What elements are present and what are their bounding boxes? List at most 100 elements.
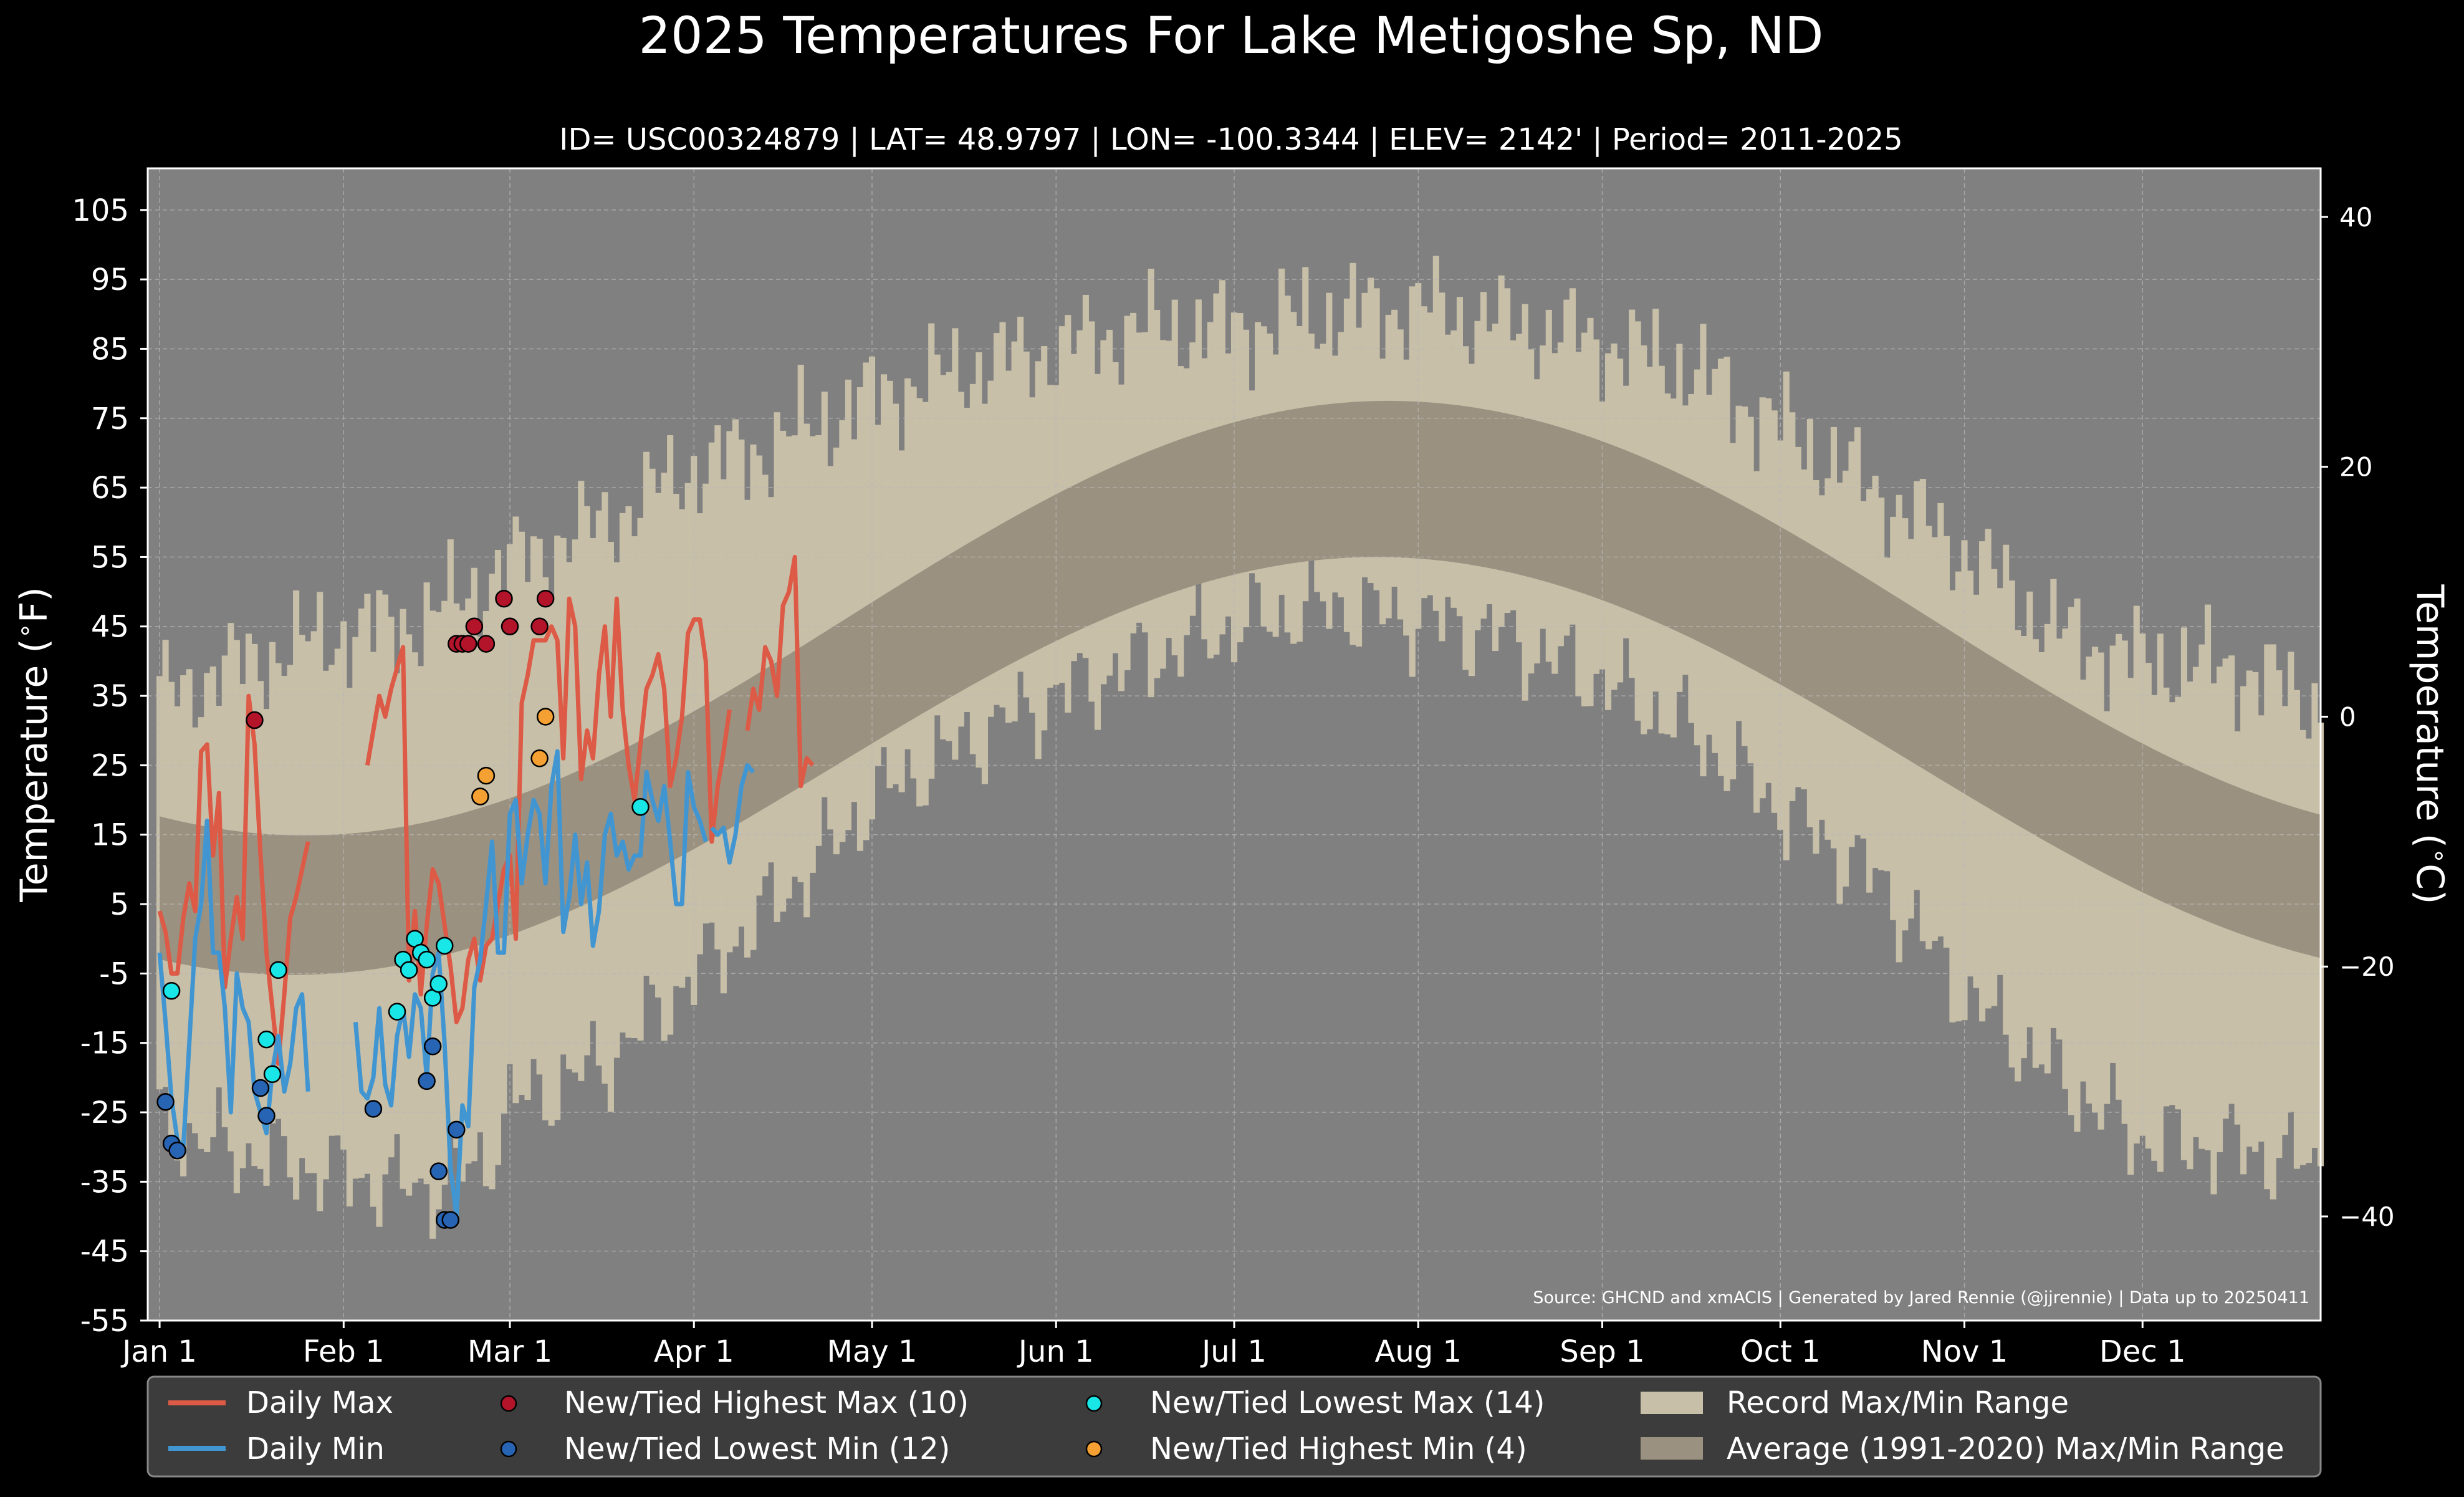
y2-tick-label: 40	[2339, 202, 2372, 233]
lowest-min-marker	[168, 1142, 186, 1160]
y-tick-label: -45	[80, 1235, 129, 1269]
lowest-min-marker	[429, 1162, 448, 1180]
y-tick-label: -5	[99, 956, 129, 991]
lowest-max-marker	[435, 936, 454, 955]
y-tick-label: 105	[72, 193, 129, 228]
y-tick-label: 95	[91, 262, 129, 297]
record-range-bar	[999, 322, 1006, 708]
record-range-bar	[845, 379, 851, 830]
lowest-max-marker	[418, 950, 436, 969]
record-range-bar	[738, 439, 745, 927]
x-tick-label: Sep 1	[1560, 1334, 1644, 1369]
record-range-bar	[934, 354, 941, 716]
record-range-bar	[714, 425, 721, 950]
y2-tick-label: −40	[2339, 1201, 2395, 1232]
record-range-bar	[1955, 571, 1962, 1022]
y-tick-label: 35	[91, 679, 129, 714]
record-range-bar	[2032, 639, 2039, 1068]
y-tick-label: -55	[80, 1304, 129, 1339]
y-tick-label: -35	[80, 1165, 129, 1200]
record-range-bar	[993, 333, 1000, 705]
record-range-bar	[2074, 598, 2081, 1132]
x-tick-label: Oct 1	[1740, 1334, 1821, 1369]
y2-tick-label: −20	[2339, 951, 2395, 982]
y-tick-label: 85	[91, 332, 129, 367]
y-axis-label-left: Temperature (∘F)	[11, 587, 56, 903]
highest-max-marker	[495, 589, 513, 608]
record-range-bar	[821, 392, 828, 797]
record-range-bar	[2015, 630, 2021, 1082]
record-range-bar	[880, 374, 888, 748]
highest-max-marker	[465, 617, 484, 635]
record-range-bar	[2044, 623, 2051, 1074]
highest-min-marker	[477, 766, 496, 785]
record-range-bar	[708, 442, 715, 923]
record-range-bar	[2038, 652, 2045, 1065]
x-tick-label: Feb 1	[303, 1334, 385, 1369]
lowest-min-marker	[448, 1120, 466, 1139]
record-range-bar	[2104, 711, 2111, 1104]
daily-min-lines	[157, 749, 755, 1219]
record-range-bar	[797, 365, 804, 883]
y-tick-label: 25	[91, 748, 129, 783]
legend-average-range-label: Average (1991-2020) Max/Min Range	[1727, 1432, 2284, 1466]
record-range-bar	[1949, 590, 1956, 1023]
y-tick-label: 15	[91, 818, 129, 853]
legend-lowest-max-marker	[1085, 1395, 1103, 1412]
chart-title: 2025 Temperatures For Lake Metigoshe Sp,…	[639, 7, 1824, 65]
record-range-bar	[732, 419, 739, 946]
record-event-markers	[156, 589, 650, 1229]
highest-min-marker	[536, 708, 555, 726]
y-tick-label: 5	[110, 887, 129, 922]
highest-min-marker	[471, 787, 489, 806]
record-range-bar	[2020, 636, 2027, 1059]
chart-subtitle: ID= USC00324879 | LAT= 48.9797 | LON= -1…	[559, 122, 1902, 157]
highest-max-marker	[530, 617, 549, 635]
legend-box	[146, 1375, 2322, 1478]
y-axis-label-left-unit: F)	[12, 587, 56, 623]
grid-lines	[148, 168, 2321, 1321]
y-axis-label-right-text: Temperature (	[2408, 584, 2452, 849]
daily-min-line	[353, 749, 708, 1219]
lowest-min-marker	[418, 1072, 436, 1090]
record-range-bar	[2145, 663, 2152, 1149]
record-range-bar	[649, 468, 656, 985]
y-tick-label: 45	[91, 610, 129, 645]
record-range-bar	[875, 425, 881, 766]
record-range-bar	[2086, 657, 2092, 1104]
highest-max-marker	[477, 635, 496, 653]
lowest-min-marker	[156, 1093, 175, 1111]
record-range-bar	[2079, 680, 2087, 1082]
record-range-bar	[643, 451, 650, 976]
record-range-bar	[2210, 683, 2217, 1195]
y-tick-label: 55	[91, 540, 129, 575]
daily-max-line	[365, 596, 732, 1024]
lowest-min-marker	[423, 1037, 442, 1056]
daily-max-lines	[157, 554, 815, 1066]
y-axis-label-left-text: Temperature (	[12, 638, 56, 903]
daily-min-line	[157, 819, 310, 1150]
lowest-max-marker	[388, 1003, 406, 1021]
legend-highest-max-marker	[500, 1395, 517, 1412]
record-range-bar	[1017, 316, 1024, 672]
lowest-max-marker	[257, 1030, 276, 1049]
lowest-min-marker	[251, 1079, 270, 1097]
x-tick-label: Nov 1	[1921, 1334, 2008, 1369]
legend-record-range-label: Record Max/Min Range	[1727, 1385, 2069, 1420]
legend-highest-max-label: New/Tied Highest Max (10)	[564, 1385, 969, 1420]
lowest-max-marker	[631, 797, 650, 816]
daily-min-line	[710, 763, 755, 865]
legend-lowest-min-marker	[500, 1440, 517, 1458]
legend-highest-min-label: New/Tied Highest Min (4)	[1150, 1432, 1527, 1466]
highest-max-marker	[536, 589, 555, 608]
lowest-min-marker	[441, 1211, 460, 1229]
y-axis-label-right-unit: C)	[2408, 864, 2452, 904]
record-range-bar	[2127, 678, 2134, 1175]
lowest-min-marker	[364, 1100, 383, 1118]
highest-max-marker	[501, 617, 519, 635]
record-range-bar	[2062, 628, 2069, 1089]
x-axis-ticks: Jan 1 Feb 1 Mar 1 Apr 1 May 1 Jun 1 Jul 1 Aug 1…	[120, 1321, 2186, 1369]
record-range-bar	[1082, 294, 1089, 658]
plot-area	[146, 167, 2324, 1322]
record-range-bar	[2092, 647, 2099, 1113]
